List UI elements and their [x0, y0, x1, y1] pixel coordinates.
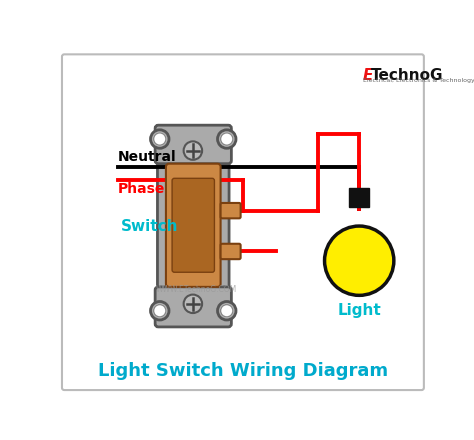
- Text: Phase: Phase: [118, 182, 165, 196]
- Text: Light: Light: [337, 303, 381, 318]
- Text: Light Switch Wiring Diagram: Light Switch Wiring Diagram: [98, 362, 388, 380]
- Circle shape: [220, 304, 233, 317]
- FancyBboxPatch shape: [62, 54, 424, 390]
- FancyBboxPatch shape: [155, 125, 231, 164]
- Circle shape: [183, 295, 202, 313]
- Text: E: E: [363, 68, 374, 83]
- Circle shape: [154, 304, 166, 317]
- FancyBboxPatch shape: [349, 188, 369, 207]
- Text: Switch: Switch: [120, 219, 178, 234]
- FancyBboxPatch shape: [172, 178, 214, 272]
- Text: Neutral: Neutral: [118, 150, 177, 164]
- Circle shape: [154, 133, 166, 145]
- Circle shape: [183, 141, 202, 160]
- Text: Electrical, Electronics & Technology: Electrical, Electronics & Technology: [363, 78, 474, 83]
- Circle shape: [218, 301, 236, 320]
- Circle shape: [220, 133, 233, 145]
- Text: WWW.ETechnoG.COM: WWW.ETechnoG.COM: [156, 286, 237, 294]
- Circle shape: [151, 301, 169, 320]
- FancyBboxPatch shape: [220, 203, 241, 218]
- FancyBboxPatch shape: [220, 244, 241, 259]
- FancyBboxPatch shape: [157, 128, 229, 324]
- Circle shape: [325, 226, 394, 295]
- Circle shape: [151, 130, 169, 148]
- FancyBboxPatch shape: [166, 164, 220, 287]
- Circle shape: [218, 130, 236, 148]
- Text: TechnoG: TechnoG: [371, 68, 443, 83]
- FancyBboxPatch shape: [155, 287, 231, 327]
